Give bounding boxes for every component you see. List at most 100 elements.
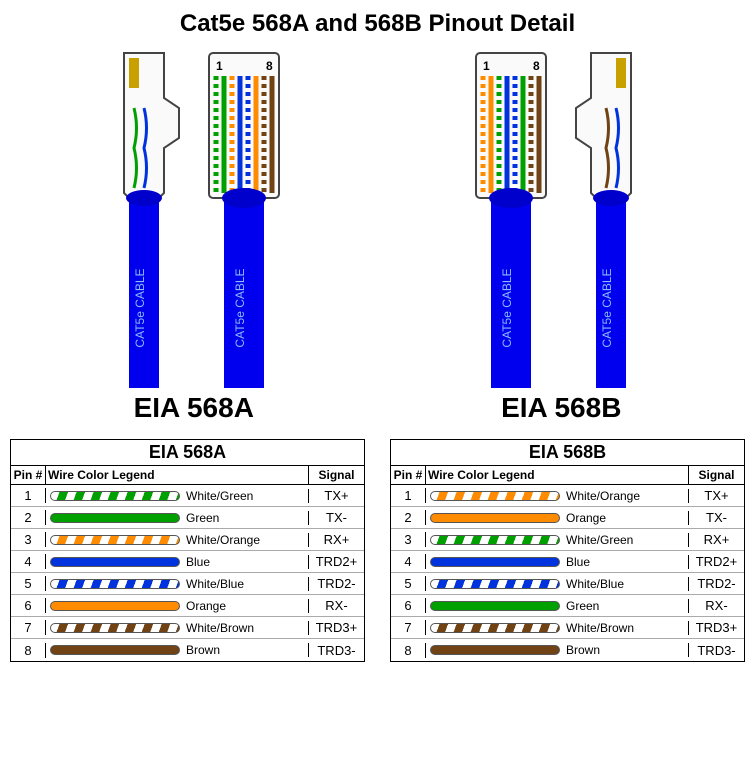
cell-color: White/Blue <box>426 577 689 591</box>
cell-color: Blue <box>46 555 309 569</box>
cell-color: White/Brown <box>46 621 309 635</box>
wire-swatch-icon <box>430 601 560 611</box>
table-header: Pin #Wire Color LegendSignal <box>391 466 744 485</box>
wire-label: White/Blue <box>566 577 624 591</box>
table-row: 6 Orange RX- <box>11 595 364 617</box>
cell-pin: 7 <box>391 620 426 635</box>
wire-swatch-icon <box>430 491 560 501</box>
cell-pin: 6 <box>11 598 46 613</box>
table-row: 7 White/Brown TRD3+ <box>11 617 364 639</box>
cell-signal: TRD2+ <box>689 554 744 569</box>
table-title: EIA 568B <box>391 440 744 466</box>
table-row: 6GreenRX- <box>391 595 744 617</box>
header-color: Wire Color Legend <box>46 466 309 484</box>
cell-color: Orange <box>46 599 309 613</box>
table-row: 5 White/Blue TRD2- <box>11 573 364 595</box>
cell-signal: TRD2+ <box>309 554 364 569</box>
cell-pin: 6 <box>391 598 426 613</box>
pinout-tables: EIA 568APin #Wire Color LegendSignal1Whi… <box>10 439 745 662</box>
label-568a: EIA 568A <box>134 392 254 424</box>
svg-text:CAT5e CABLE: CAT5e CABLE <box>133 268 147 347</box>
table-row: 4BlueTRD2+ <box>11 551 364 573</box>
svg-text:CAT5e CABLE: CAT5e CABLE <box>600 268 614 347</box>
cell-pin: 2 <box>391 510 426 525</box>
table-row: 8BrownTRD3- <box>391 639 744 661</box>
wire-label: Orange <box>186 599 226 613</box>
cell-signal: RX- <box>309 598 364 613</box>
table-row: 1White/GreenTX+ <box>11 485 364 507</box>
wire-label: White/Brown <box>566 621 634 635</box>
table-row: 7White/BrownTRD3+ <box>391 617 744 639</box>
header-signal: Signal <box>309 466 364 484</box>
wire-swatch-icon <box>430 535 560 545</box>
svg-text:CAT5e CABLE: CAT5e CABLE <box>500 268 514 347</box>
header-color: Wire Color Legend <box>426 466 689 484</box>
cell-signal: RX- <box>689 598 744 613</box>
cell-color: White/Blue <box>46 577 309 591</box>
cell-color: Brown <box>46 643 309 657</box>
wire-label: Blue <box>566 555 590 569</box>
table-row: 2OrangeTX- <box>391 507 744 529</box>
wire-label: White/Orange <box>566 489 640 503</box>
pinout-table-568a: EIA 568APin #Wire Color LegendSignal 1 Whi… <box>10 439 365 662</box>
cell-color: White/Green <box>46 489 309 503</box>
cell-pin: 5 <box>11 576 46 591</box>
header-pin: Pin # <box>11 466 46 484</box>
cell-signal: RX+ <box>689 532 744 547</box>
cell-pin: 1 <box>391 488 426 503</box>
table-row: 3White/GreenRX+ <box>391 529 744 551</box>
wire-label: White/Green <box>566 533 633 547</box>
page-title: Cat5e 568A and 568B Pinout Detail <box>10 10 745 38</box>
connector-568b-side-icon: CAT5e CABLE <box>571 48 651 388</box>
table-title: EIA 568A <box>11 440 364 466</box>
table-row: 1White/OrangeTX+ <box>391 485 744 507</box>
wire-swatch-icon <box>50 557 180 567</box>
cell-pin: 8 <box>11 643 46 658</box>
connector-568b-front-icon: 1 8 CAT5e CABLE <box>471 48 551 388</box>
cell-pin: 3 <box>11 532 46 547</box>
cell-color: Brown <box>426 643 689 657</box>
wire-swatch-icon <box>50 535 180 545</box>
header-pin: Pin # <box>391 466 426 484</box>
cell-color: Blue <box>426 555 689 569</box>
svg-text:1: 1 <box>216 59 223 73</box>
svg-text:8: 8 <box>266 59 273 73</box>
cell-pin: 4 <box>11 554 46 569</box>
cell-color: Green <box>46 511 309 525</box>
label-568b: EIA 568B <box>501 392 621 424</box>
wire-label: White/Blue <box>186 577 244 591</box>
wire-swatch-icon <box>430 513 560 523</box>
svg-text:CAT5e CABLE: CAT5e CABLE <box>233 268 247 347</box>
wire-label: Brown <box>186 643 220 657</box>
cell-signal: TRD2- <box>309 576 364 591</box>
wire-swatch-icon <box>430 645 560 655</box>
cell-signal: TX- <box>309 510 364 525</box>
cell-pin: 4 <box>391 554 426 569</box>
connector-568a-side-icon: CAT5e CABLE <box>104 48 184 388</box>
cell-signal: TX- <box>689 510 744 525</box>
cell-signal: RX+ <box>309 532 364 547</box>
wire-label: White/Orange <box>186 533 260 547</box>
cell-pin: 8 <box>391 643 426 658</box>
wire-label: Brown <box>566 643 600 657</box>
wire-label: Green <box>186 511 219 525</box>
cell-signal: TRD3+ <box>309 620 364 635</box>
pinout-table-568b: EIA 568BPin #Wire Color LegendSignal 1 Whi… <box>390 439 745 662</box>
cell-pin: 7 <box>11 620 46 635</box>
table-row: 4 Blue TRD2+ <box>391 551 744 573</box>
cell-color: White/Brown <box>426 621 689 635</box>
wire-label: White/Brown <box>186 621 254 635</box>
table-header: Pin #Wire Color LegendSignal <box>11 466 364 485</box>
wire-swatch-icon <box>50 601 180 611</box>
wire-label: White/Green <box>186 489 253 503</box>
wire-swatch-icon <box>50 491 180 501</box>
cell-pin: 1 <box>11 488 46 503</box>
cell-color: White/Orange <box>426 489 689 503</box>
svg-text:8: 8 <box>533 59 540 73</box>
cell-color: Green <box>426 599 689 613</box>
connector-diagrams: CAT5e CABLE 1 8 CAT5e CABLE <box>10 48 745 424</box>
wire-swatch-icon <box>50 579 180 589</box>
cell-signal: TRD2- <box>689 576 744 591</box>
diagram-568a: CAT5e CABLE 1 8 CAT5e CABLE <box>104 48 284 424</box>
cell-pin: 5 <box>391 576 426 591</box>
